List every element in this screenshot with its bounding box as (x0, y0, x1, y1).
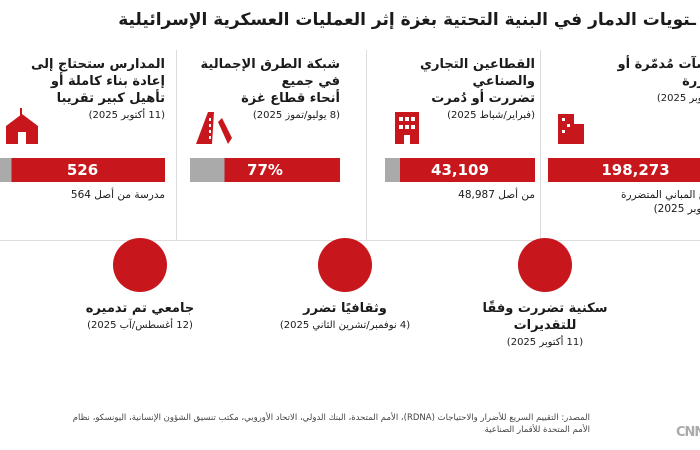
stat: جامعي تم تدميره (12 أغسطس/آب 2025) (45, 300, 235, 334)
bar-label: 43,109 (431, 161, 489, 179)
bar: 43,109 (385, 158, 535, 182)
card-line: منشآت مُدمّرة أو (617, 57, 700, 72)
source: المصدر: التقييم السريع للأضرار والاحتياج… (30, 412, 590, 436)
note-line: 1 أكتوبر 2025) (653, 203, 700, 215)
stat: وثقافيًا تضرر (4 نوفمبر/تشرين الثاني 2025… (250, 300, 440, 334)
card-line: تضررت أو دُمرت (431, 91, 535, 106)
stat-card: المدارس ستحتاج إلى إعادة بناء كاملة أو تأه… (0, 56, 165, 124)
stat-card: شبكة الطرق الإجمالية في جميع أنحاء قطاع غز… (190, 56, 340, 124)
bar-label: 77% (247, 161, 283, 179)
card-date: (11 أكتوبر 2025) (88, 110, 165, 121)
stat-card: القطاعين التجاري والصناعي تضررت أو دُمرت (ف… (385, 56, 535, 124)
logo: CNN (676, 425, 700, 440)
stat-icon (318, 238, 372, 292)
stat-line: سكنية تضررت وفقًا (482, 301, 608, 316)
stat-date: (4 نوفمبر/تشرين الثاني 2025) (279, 320, 411, 331)
card-line: شبكة الطرق الإجمالية (200, 57, 340, 72)
card-date: (فبراير/شباط 2025) (447, 110, 535, 121)
card-line: المدارس ستحتاج إلى (31, 57, 165, 72)
separator (366, 50, 367, 240)
bar: 526 (0, 158, 165, 182)
note: من أصل 48,987 (385, 188, 535, 202)
separator (540, 50, 541, 240)
card-line: القطاعين التجاري (420, 57, 535, 72)
separator (176, 50, 177, 240)
title: ـتويات الدمار في البنية التحتية بغزة إثر… (118, 10, 696, 30)
bar-label: 526 (66, 161, 99, 179)
stat-line: للتقديرات (513, 318, 577, 333)
card-line: إعادة بناء كاملة أو (50, 74, 165, 89)
stat-line: جامعي تم تدميره (85, 301, 195, 316)
stat-icon (518, 238, 572, 292)
note-line: جموع المباني المتضررة (621, 189, 700, 201)
card-line: تأهيل كبير تقريبا (56, 91, 165, 106)
bar: 77% (190, 158, 340, 182)
source-line: المصدر: التقييم السريع للأضرار والاحتياج… (72, 413, 590, 423)
stat-icon (113, 238, 167, 292)
icon (6, 108, 38, 144)
icon (196, 112, 232, 144)
note-line: من أصل 48,987 (458, 189, 535, 201)
stat: سكنية تضررت وفقًا للتقديرات (11 أكتوبر 202… (450, 300, 640, 351)
card-line: تضرّرة (682, 74, 700, 89)
stat-date: (12 أغسطس/آب 2025) (87, 320, 193, 331)
bar-label: 198,273 (601, 161, 670, 179)
stat-line: وثقافيًا تضرر (303, 301, 387, 316)
card-line: في جميع (281, 74, 340, 89)
card-date: (8 يوليو/تموز 2025) (252, 110, 340, 121)
source-line: الأمم المتحدة للأقمار الصناعية (484, 425, 590, 435)
stat-date: (11 أكتوبر 2025) (506, 337, 584, 348)
stat-card: منشآت مُدمّرة أو تضرّرة 1 أكتوبر 2025) (548, 56, 700, 107)
note: جموع المباني المتضررة 1 أكتوبر 2025) (548, 188, 700, 216)
icon (395, 112, 419, 144)
bar: 198,273 (548, 158, 700, 182)
note: مدرسة من أصل 564 (0, 188, 165, 202)
note-line: مدرسة من أصل 564 (70, 189, 165, 201)
card-line: والصناعي (472, 74, 535, 89)
card-date: 1 أكتوبر 2025) (656, 93, 700, 104)
card-line: أنحاء قطاع غزة (241, 91, 340, 106)
icon (558, 114, 584, 144)
